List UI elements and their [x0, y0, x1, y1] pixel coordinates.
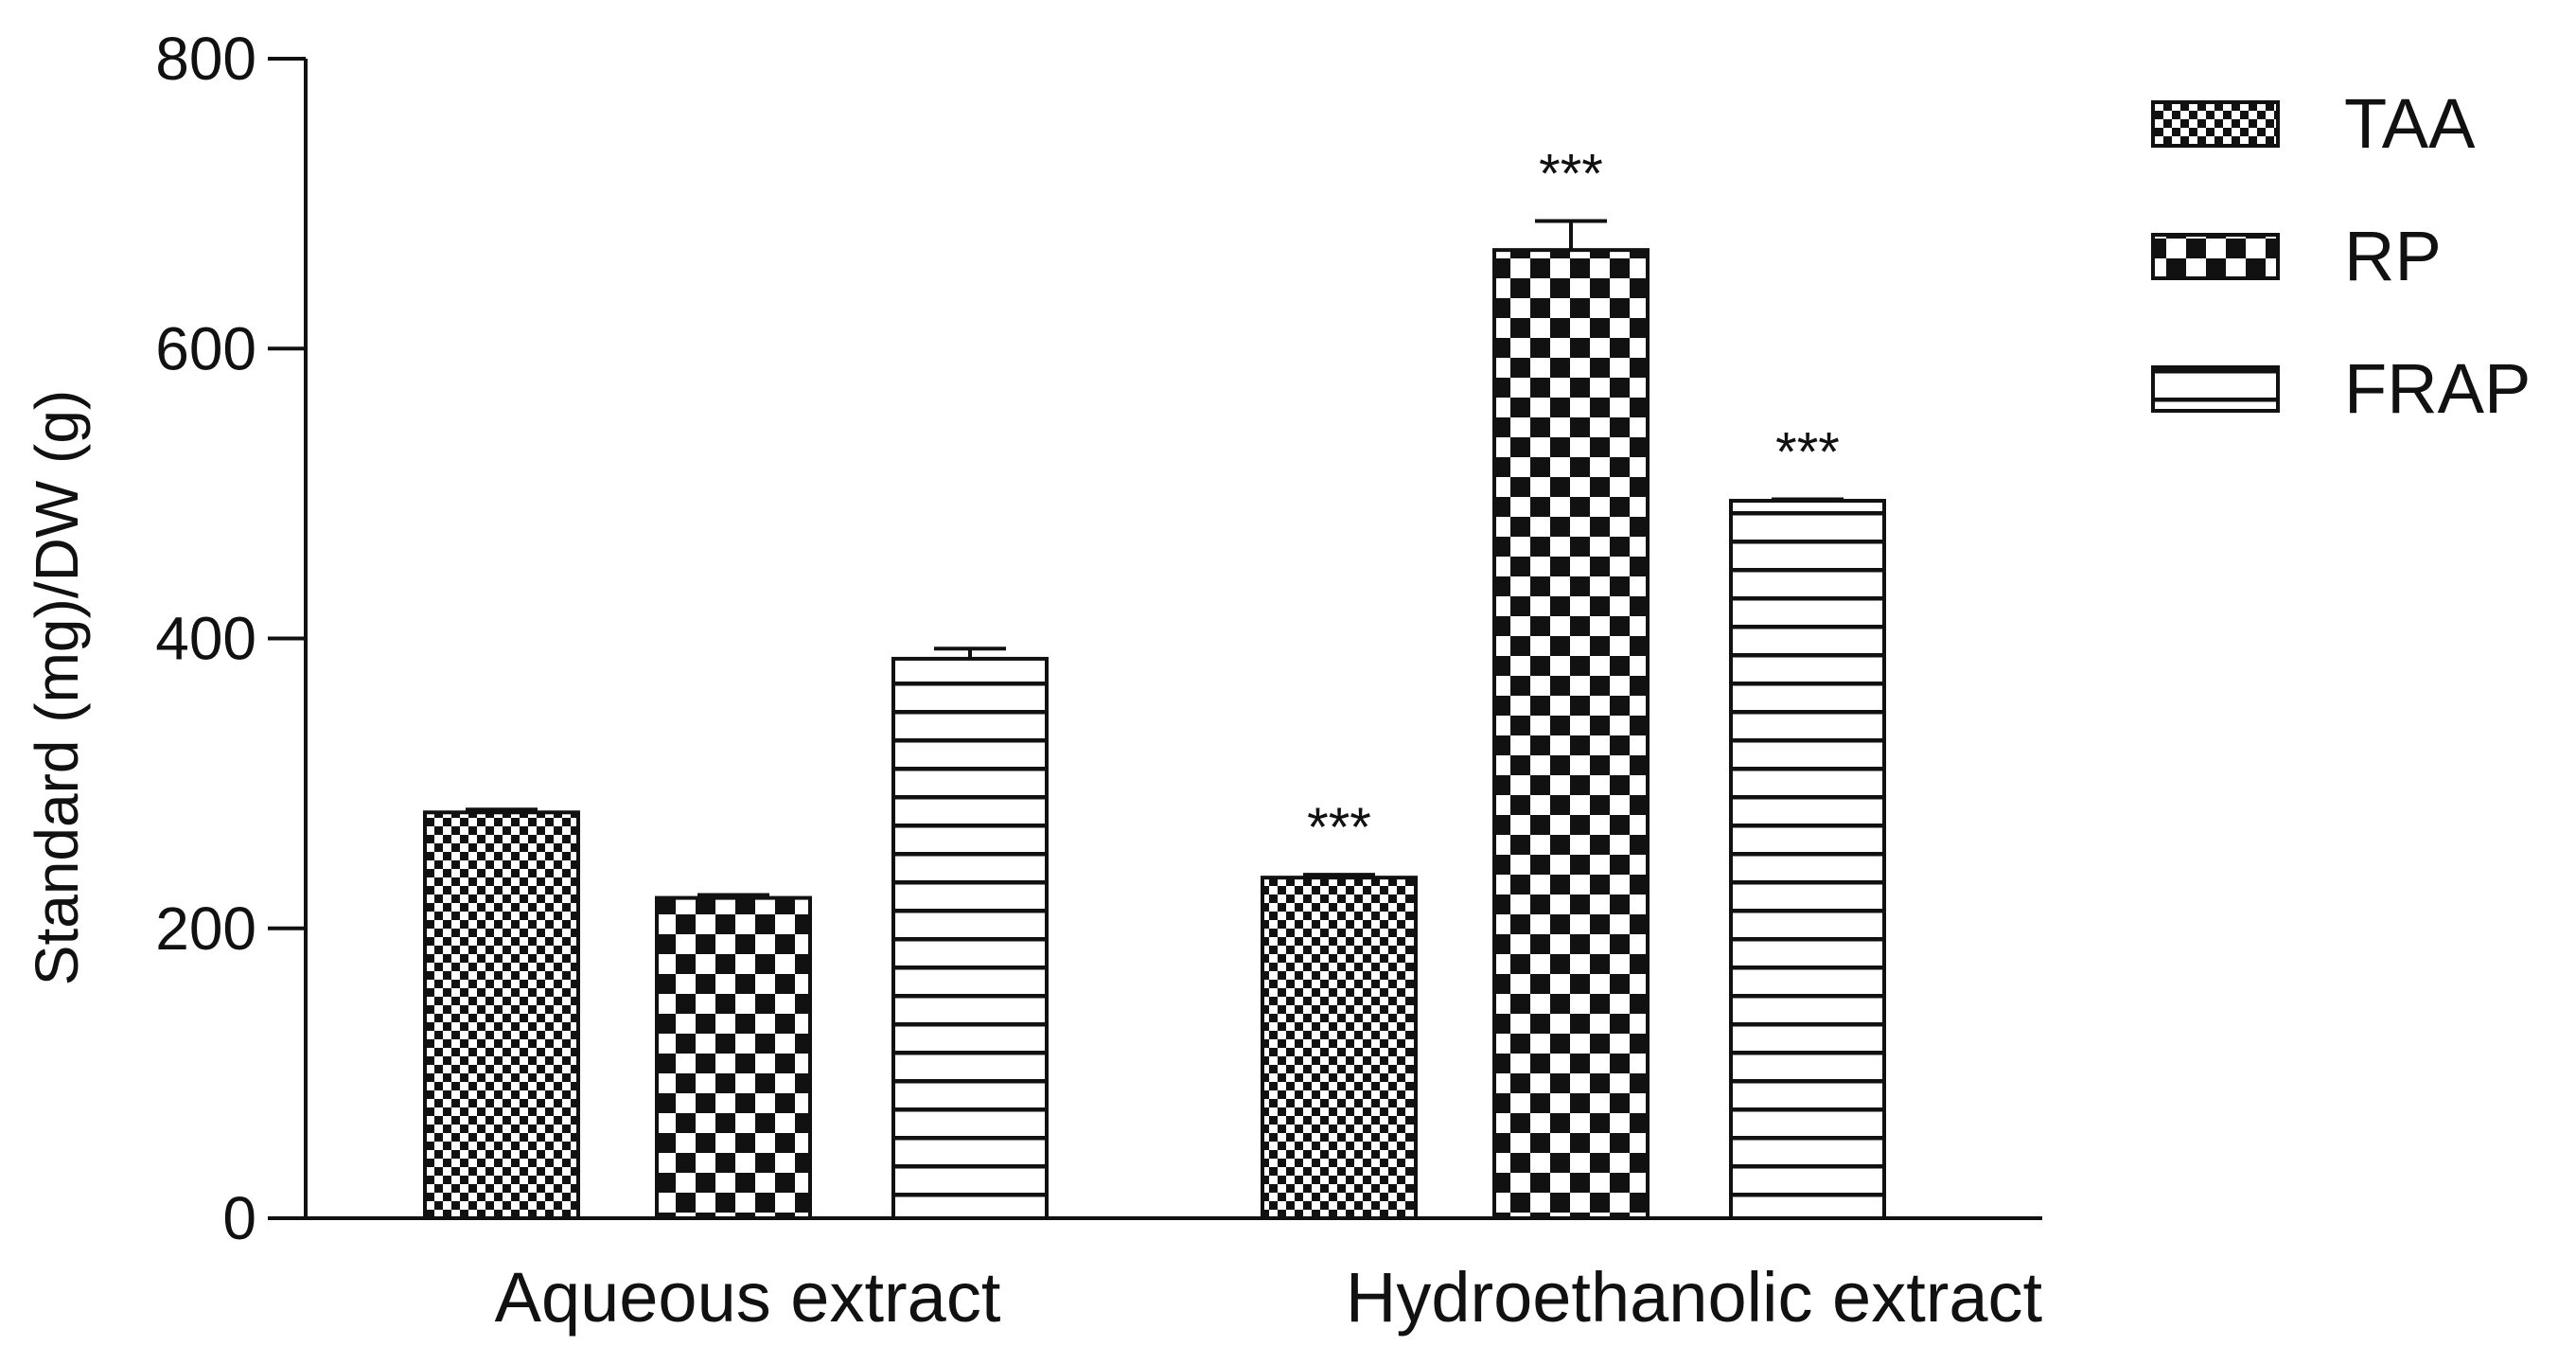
bar-rp: [1492, 248, 1650, 1220]
bar-taa: [1261, 876, 1418, 1220]
bar-rp: [655, 895, 812, 1220]
legend-label-frap: FRAP: [2344, 349, 2531, 428]
y-axis-title: Standard (mg)/DW (g): [23, 390, 91, 985]
axes: 0 200 400 600 800 Standard (mg)/DW (g) Aqueous…: [23, 25, 2043, 1337]
y-tick-label: 800: [155, 25, 256, 93]
legend: TAA RP FRAP: [2151, 84, 2531, 428]
legend-label-taa: TAA: [2344, 84, 2476, 163]
y-tick-label: 600: [155, 314, 256, 382]
bars: *** *** ***: [423, 144, 1886, 1220]
bar-frap: [891, 656, 1049, 1220]
y-tick-label: 200: [155, 895, 256, 963]
legend-swatch-frap: [2151, 365, 2280, 413]
significance-label: ***: [1775, 422, 1840, 484]
bar-taa: [423, 810, 580, 1220]
legend-label-rp: RP: [2344, 217, 2442, 295]
bar-frap: [1729, 499, 1886, 1220]
y-tick-label: 400: [155, 605, 256, 673]
legend-swatch-rp: [2151, 233, 2280, 280]
y-tick-label: 0: [222, 1184, 256, 1252]
significance-label: ***: [1307, 797, 1371, 859]
x-category-label: Hydroethanolic extract: [1346, 1258, 2043, 1337]
legend-swatch-taa: [2151, 100, 2280, 148]
x-category-label: Aqueous extract: [495, 1258, 1001, 1337]
significance-label: ***: [1539, 144, 1603, 205]
